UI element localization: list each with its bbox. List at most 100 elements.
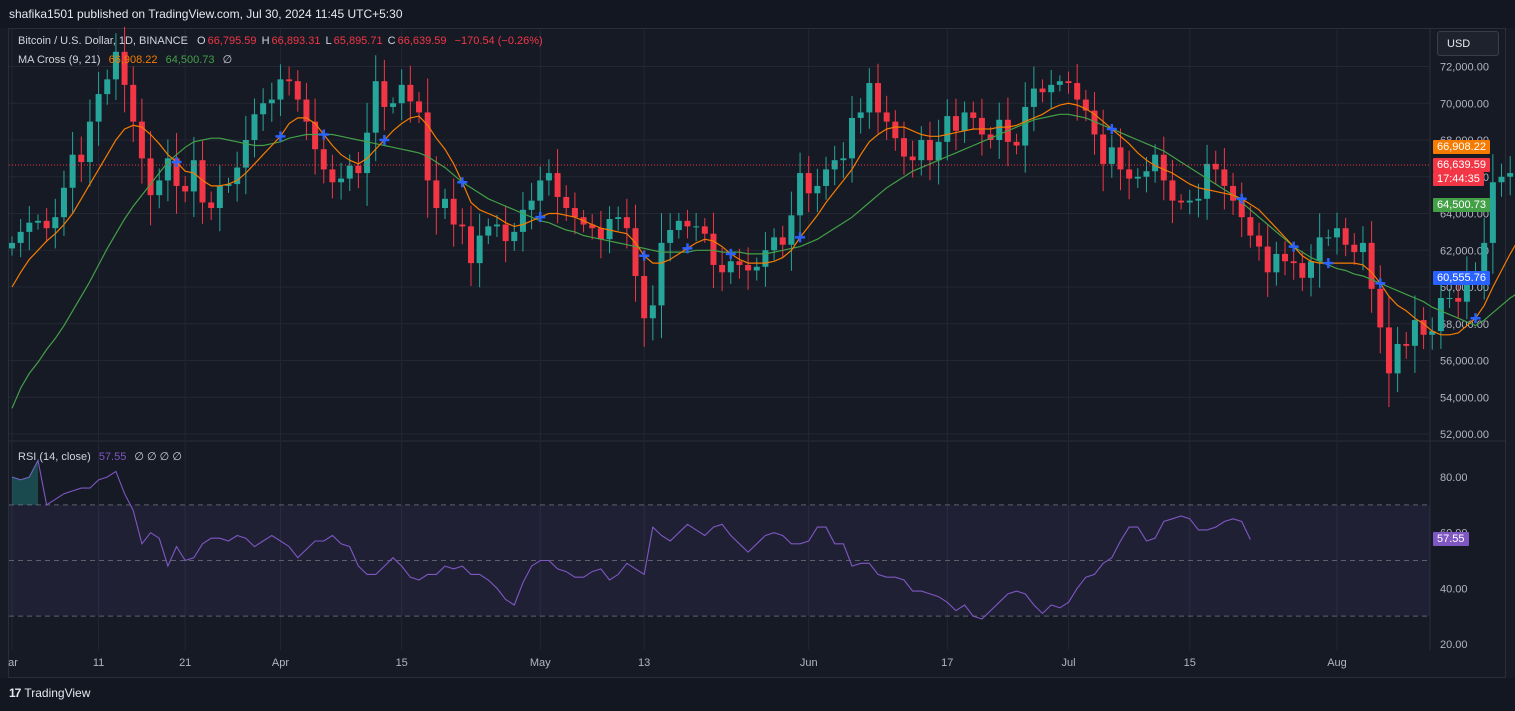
rsi-tick-label: 40.00 bbox=[1440, 583, 1468, 595]
candle-body bbox=[1359, 242, 1366, 253]
ma-cross-marker bbox=[682, 243, 693, 254]
candle-body bbox=[1455, 298, 1462, 302]
candle-body bbox=[130, 84, 137, 122]
candle-body bbox=[121, 51, 128, 85]
candle-body bbox=[485, 226, 492, 236]
rsi-value-tag: 57.55 bbox=[1433, 532, 1469, 546]
candle-body bbox=[606, 219, 613, 240]
change-value: −170.54 (−0.26%) bbox=[454, 35, 543, 47]
rsi-name: RSI (14, close) bbox=[18, 451, 91, 463]
ma-name: MA Cross (9, 21) bbox=[18, 54, 101, 66]
ma-fast-value: 66,908.22 bbox=[108, 54, 158, 66]
candle-body bbox=[1126, 169, 1133, 179]
candle-body bbox=[554, 173, 561, 197]
candle-body bbox=[407, 84, 414, 102]
currency-button[interactable]: USD bbox=[1437, 31, 1499, 56]
candle-body bbox=[1481, 242, 1488, 273]
candle-body bbox=[1204, 163, 1211, 199]
candle-body bbox=[1463, 272, 1470, 302]
chart-frame bbox=[8, 28, 1506, 678]
candle-body bbox=[519, 209, 526, 232]
candle-body bbox=[286, 79, 293, 82]
candle-body bbox=[260, 103, 267, 115]
symbol-legend: Bitcoin / U.S. Dollar, 1D, BINANCE O 66,7… bbox=[18, 35, 545, 47]
candle-body bbox=[156, 180, 163, 196]
candle-body bbox=[1420, 320, 1427, 335]
candle-body bbox=[242, 140, 249, 168]
candle-body bbox=[883, 112, 890, 122]
candle-body bbox=[710, 233, 717, 265]
rsi-tick-label: 20.00 bbox=[1440, 639, 1468, 651]
date-tick-label: 11 bbox=[93, 657, 104, 669]
candle-body bbox=[632, 228, 639, 276]
candle-body bbox=[346, 165, 353, 179]
candle-body bbox=[381, 81, 388, 107]
candle-body bbox=[900, 138, 907, 157]
candle-body bbox=[563, 196, 570, 208]
candle-body bbox=[502, 224, 509, 242]
candle-body bbox=[1273, 253, 1280, 273]
candle-body bbox=[701, 226, 708, 234]
open-value: 66,795.59 bbox=[207, 35, 257, 47]
candle-body bbox=[1282, 253, 1289, 262]
candle-body bbox=[537, 180, 544, 201]
candle-body bbox=[771, 237, 778, 251]
rsi-extra: ∅ ∅ ∅ ∅ bbox=[134, 451, 182, 463]
candle-body bbox=[199, 160, 206, 203]
ma-cross-marker bbox=[639, 250, 650, 261]
candle-body bbox=[1022, 106, 1029, 146]
candle-body bbox=[615, 217, 622, 220]
candle-body bbox=[190, 160, 197, 192]
candle-body bbox=[493, 224, 500, 227]
candle-body bbox=[476, 235, 483, 264]
rsi-tick-label: 80.00 bbox=[1440, 472, 1468, 484]
candle-body bbox=[1117, 147, 1124, 170]
candle-body bbox=[814, 185, 821, 194]
candle-body bbox=[1446, 298, 1453, 300]
candle-body bbox=[303, 99, 310, 122]
tradingview-mark-icon: 17 bbox=[9, 686, 21, 700]
candle-body bbox=[1169, 180, 1176, 201]
candle-body bbox=[277, 79, 284, 100]
candle-body bbox=[961, 112, 968, 131]
candle-body bbox=[329, 169, 336, 183]
candle-body bbox=[416, 101, 423, 113]
candle-body bbox=[1489, 182, 1496, 243]
candle-body bbox=[1507, 173, 1514, 177]
candle-body bbox=[589, 224, 596, 229]
candle-body bbox=[1091, 110, 1098, 135]
candle-body bbox=[623, 217, 630, 229]
ma-slow-price-tag: 64,500.73 bbox=[1433, 198, 1490, 212]
ma-cross-marker bbox=[318, 129, 329, 140]
rsi-line bbox=[11, 458, 1251, 620]
publish-info: shafika1501 published on TradingView.com… bbox=[9, 7, 403, 21]
candle-body bbox=[1385, 327, 1392, 374]
candle-body bbox=[1377, 288, 1384, 328]
low-value: 65,895.71 bbox=[333, 35, 383, 47]
candle-body bbox=[805, 173, 812, 194]
date-tick-label: Aug bbox=[1327, 657, 1347, 669]
ma-cross-marker bbox=[1470, 313, 1481, 324]
candle-body bbox=[675, 220, 682, 231]
candle-body bbox=[1186, 200, 1193, 203]
candle-body bbox=[892, 121, 899, 139]
candle-body bbox=[182, 185, 189, 192]
ma-slow-value: 64,500.73 bbox=[165, 54, 215, 66]
close-value: 66,639.59 bbox=[397, 35, 447, 47]
candle-body bbox=[849, 117, 856, 159]
date-tick-label: 17 bbox=[941, 657, 953, 669]
ma-cross-marker bbox=[275, 131, 286, 142]
candle-body bbox=[390, 103, 397, 107]
candle-body bbox=[225, 184, 232, 186]
price-tick-label: 52,000.00 bbox=[1440, 429, 1489, 441]
close-price-tag: 66,639.59 bbox=[1433, 158, 1490, 172]
ma-extra: ∅ bbox=[222, 54, 233, 66]
symbol-name: Bitcoin / U.S. Dollar, 1D, BINANCE bbox=[18, 35, 188, 47]
tradingview-logo[interactable]: 17 TradingView bbox=[9, 686, 90, 700]
candle-body bbox=[511, 231, 518, 242]
candle-body bbox=[788, 215, 795, 245]
candle-body bbox=[1290, 261, 1297, 264]
candle-body bbox=[528, 200, 535, 210]
price-tick-label: 56,000.00 bbox=[1440, 356, 1489, 368]
